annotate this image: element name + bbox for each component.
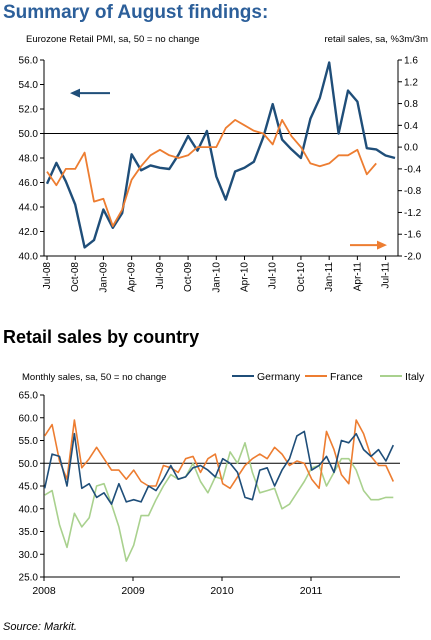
right-tick-label: -0.4 bbox=[404, 164, 422, 175]
bottom-chart-title: Retail sales by country bbox=[3, 327, 200, 347]
y-tick-label: 45.0 bbox=[19, 482, 39, 493]
y-tick-label: 35.0 bbox=[19, 527, 39, 538]
left-tick-label: 50.0 bbox=[19, 129, 39, 140]
series-line-retail-sales bbox=[46, 119, 377, 228]
right-tick-label: 0.4 bbox=[404, 121, 418, 132]
left-tick-label: 48.0 bbox=[19, 154, 39, 165]
right-tick-label: 0.0 bbox=[404, 143, 418, 154]
x-tick-label: 2011 bbox=[300, 585, 323, 597]
x-tick-label: 2008 bbox=[32, 585, 56, 597]
series-line-retail-pmi bbox=[45, 61, 396, 249]
left-tick-label: 44.0 bbox=[19, 203, 39, 214]
y-tick-label: 60.0 bbox=[19, 413, 39, 424]
series-line-italy bbox=[44, 442, 394, 562]
x-tick-label: Jul-08 bbox=[42, 262, 53, 290]
x-tick-label: Oct-08 bbox=[70, 262, 81, 292]
x-tick-label: Jan-11 bbox=[324, 262, 335, 292]
x-tick-label: Oct-09 bbox=[183, 262, 194, 292]
y-tick-label: 30.0 bbox=[19, 550, 39, 561]
x-tick-label: Jan-09 bbox=[98, 262, 109, 293]
x-tick-label: Apr-09 bbox=[127, 262, 138, 292]
x-tick-label: Oct-10 bbox=[296, 262, 307, 292]
legend-label-france: France bbox=[330, 371, 363, 383]
x-tick-label: 2009 bbox=[121, 585, 145, 597]
left-tick-label: 40.0 bbox=[19, 252, 39, 263]
y-tick-label: 40.0 bbox=[19, 504, 39, 515]
left-tick-label: 52.0 bbox=[19, 105, 39, 116]
y-tick-label: 50.0 bbox=[19, 459, 39, 470]
left-tick-label: 42.0 bbox=[19, 227, 39, 238]
right-tick-label: -2.0 bbox=[404, 252, 422, 263]
x-tick-label: Apr-10 bbox=[240, 262, 251, 292]
pmi-retail-sales-chart: Eurozone Retail PMI, sa, 50 = no change r… bbox=[19, 34, 429, 293]
x-tick-label: Apr-11 bbox=[352, 262, 363, 292]
right-axis-label: retail sales, sa, %3m/3m bbox=[325, 34, 429, 45]
y-axis-label: Monthly sales, sa, 50 = no change bbox=[22, 372, 166, 383]
series-line-germany bbox=[43, 430, 395, 505]
source-note: Source: Markit. bbox=[3, 621, 77, 633]
right-tick-label: -1.2 bbox=[404, 208, 422, 219]
top-chart-title: Summary of August findings: bbox=[3, 2, 269, 23]
x-tick-label: Jul-11 bbox=[381, 262, 392, 289]
legend-label-italy: Italy bbox=[405, 371, 425, 383]
left-tick-label: 56.0 bbox=[19, 56, 39, 67]
left-axis-label: Eurozone Retail PMI, sa, 50 = no change bbox=[26, 34, 199, 45]
left-tick-label: 46.0 bbox=[19, 178, 39, 189]
right-tick-label: -0.8 bbox=[404, 186, 422, 197]
right-tick-label: -1.6 bbox=[404, 230, 422, 241]
y-tick-label: 55.0 bbox=[19, 436, 39, 447]
x-tick-label: Jan-10 bbox=[211, 262, 222, 293]
right-axis-arrow-head bbox=[377, 240, 387, 250]
retail-sales-by-country-chart: Monthly sales, sa, 50 = no change Germany… bbox=[19, 371, 425, 597]
right-tick-label: 0.8 bbox=[404, 99, 418, 110]
x-tick-label: Jul-09 bbox=[155, 262, 166, 290]
x-tick-label: Jul-10 bbox=[268, 262, 279, 290]
right-tick-label: 1.6 bbox=[404, 56, 418, 67]
y-tick-label: 65.0 bbox=[19, 391, 39, 402]
right-tick-label: 1.2 bbox=[404, 77, 418, 88]
legend-label-germany: Germany bbox=[257, 371, 301, 383]
left-axis-arrow-head bbox=[70, 88, 80, 98]
y-tick-label: 25.0 bbox=[19, 573, 39, 584]
left-tick-label: 54.0 bbox=[19, 80, 39, 91]
x-tick-label: 2010 bbox=[210, 585, 234, 597]
